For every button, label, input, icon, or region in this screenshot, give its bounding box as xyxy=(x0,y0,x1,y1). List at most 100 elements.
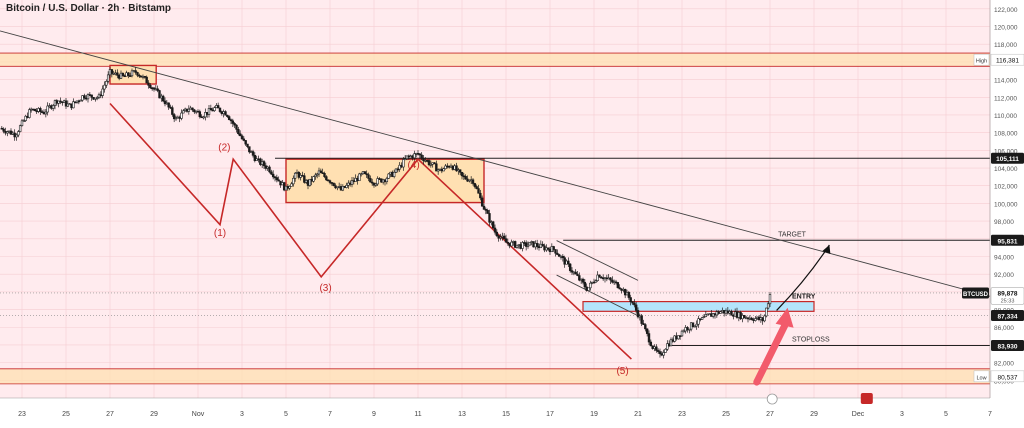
candle-body xyxy=(44,111,48,115)
candle-body xyxy=(39,108,42,112)
candle xyxy=(24,114,27,122)
candle xyxy=(394,168,398,174)
y-tick-label: 98,000 xyxy=(994,219,1014,226)
candle xyxy=(290,181,293,187)
x-tick-label: 27 xyxy=(106,411,114,418)
candle xyxy=(242,136,246,142)
candle xyxy=(64,97,68,109)
candle-body xyxy=(689,322,693,330)
candle xyxy=(532,241,535,248)
candle-body xyxy=(178,116,181,119)
candle-body xyxy=(413,153,416,159)
candle xyxy=(374,182,378,187)
candle xyxy=(246,143,249,149)
candle-body xyxy=(83,95,86,99)
candle-body xyxy=(647,333,651,343)
candle xyxy=(315,172,319,179)
candle xyxy=(680,329,684,337)
candle-body xyxy=(97,94,101,98)
elliott-wave-path xyxy=(109,102,632,360)
candle xyxy=(471,178,475,186)
y-tick-label: 92,000 xyxy=(994,272,1014,279)
candle-body xyxy=(209,108,213,111)
candle-body xyxy=(31,108,35,111)
candle-body xyxy=(172,114,176,120)
candle xyxy=(750,316,753,321)
candle-body xyxy=(22,120,26,122)
candle-body xyxy=(315,173,319,176)
candle xyxy=(149,83,152,89)
candle xyxy=(66,100,70,108)
candle-body xyxy=(493,227,497,233)
candle xyxy=(596,271,599,282)
candle xyxy=(319,168,323,173)
candle xyxy=(693,325,697,328)
candle xyxy=(209,104,213,111)
candle-body xyxy=(699,318,702,320)
candle-body xyxy=(123,75,126,78)
stoploss-label: STOPLOSS xyxy=(792,337,830,344)
candle-body xyxy=(761,317,764,322)
candle xyxy=(435,160,438,172)
candle xyxy=(343,185,346,189)
candle xyxy=(526,241,530,249)
high-tag-value: 116,381 xyxy=(996,58,1019,65)
wave-label: (1) xyxy=(214,228,226,239)
candle-body xyxy=(117,75,121,79)
candle-body xyxy=(682,330,686,333)
candle-body xyxy=(334,185,337,189)
candle-body xyxy=(411,155,414,159)
candle xyxy=(358,172,361,182)
candle-body xyxy=(414,152,418,155)
candle-body xyxy=(339,186,343,191)
candle-body xyxy=(116,72,119,76)
candle-body xyxy=(149,84,152,89)
candle-body xyxy=(480,197,484,207)
candle xyxy=(669,337,673,347)
candle xyxy=(556,249,559,256)
candle xyxy=(226,114,229,118)
candle-body xyxy=(506,241,510,244)
candle-body xyxy=(744,317,748,320)
candle xyxy=(363,171,367,175)
candle-body xyxy=(55,100,59,104)
candle xyxy=(704,310,708,318)
candle-body xyxy=(664,348,667,353)
candle-body xyxy=(163,100,167,105)
candle-body xyxy=(535,243,539,247)
candle-body xyxy=(513,241,517,248)
candle xyxy=(455,162,458,172)
candle-body xyxy=(40,111,44,113)
candle-body xyxy=(737,312,741,318)
candle-body xyxy=(592,281,596,284)
candle-body xyxy=(226,114,229,117)
candle xyxy=(293,172,297,182)
candle xyxy=(161,94,165,103)
candle-body xyxy=(576,273,579,276)
candle xyxy=(618,284,621,290)
candle-body xyxy=(451,165,455,170)
candle-body xyxy=(141,76,145,78)
candle-body xyxy=(530,241,533,243)
candle-body xyxy=(128,75,132,77)
candle-body xyxy=(697,318,700,325)
x-tick-label: 9 xyxy=(372,411,376,418)
candle-body xyxy=(304,180,308,183)
candle xyxy=(292,175,295,187)
candle xyxy=(101,85,104,99)
candle xyxy=(253,152,257,163)
candle-body xyxy=(215,105,218,108)
candle-body xyxy=(2,128,5,132)
candle xyxy=(418,153,422,159)
candle xyxy=(480,195,484,207)
candle xyxy=(763,314,766,323)
candle xyxy=(238,130,242,137)
candle-body xyxy=(528,241,532,246)
candle-body xyxy=(306,180,310,186)
candle-body xyxy=(374,183,378,186)
candle-body xyxy=(680,330,684,337)
candle xyxy=(611,276,614,284)
x-tick-label: 23 xyxy=(18,411,26,418)
candle-body xyxy=(502,235,506,239)
candle-body xyxy=(601,277,605,280)
